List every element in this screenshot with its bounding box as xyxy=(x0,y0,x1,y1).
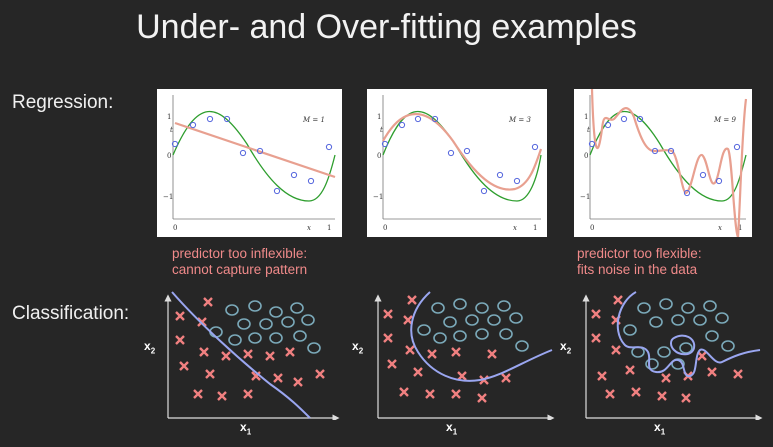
overfit-line-1: predictor too flexible: xyxy=(577,246,702,261)
linear-decision-boundary xyxy=(171,291,311,419)
x-tick-1: 1 xyxy=(738,224,742,232)
classification-label: Classification: xyxy=(12,303,130,324)
y-axis-label: t xyxy=(170,126,173,134)
class-o-points xyxy=(623,298,735,370)
model-order-label: M = 9 xyxy=(713,116,736,124)
x2-axis-label-3: x2 xyxy=(560,339,572,356)
regression-plot-svg-3: 1 0 −1 t 0 1 x M = 9 xyxy=(580,89,748,237)
smooth-decision-boundary xyxy=(410,291,553,382)
regression-plot-goodfit: 1 0 −1 t 0 1 x M = 3 xyxy=(367,89,547,237)
degree9-fit-curve xyxy=(590,89,748,237)
x2-axis-label-1: x2 xyxy=(144,339,156,356)
classification-plot-goodfit xyxy=(370,290,555,422)
overfit-line-2: fits noise in the data xyxy=(577,262,698,277)
x-axis-label: x xyxy=(307,224,311,232)
true-function-curve xyxy=(382,110,542,202)
regression-label: Regression: xyxy=(12,92,114,113)
cubic-fit-curve xyxy=(382,113,543,191)
regression-plot-svg-1: 1 0 −1 t 0 1 x M = 1 xyxy=(163,95,336,232)
y-tick-neg1: −1 xyxy=(580,193,590,201)
model-order-label: M = 1 xyxy=(302,116,325,124)
classification-svg-1 xyxy=(164,291,340,422)
class-o-points xyxy=(209,300,321,354)
regression-plot-overfit: 1 0 −1 t 0 1 x M = 9 xyxy=(574,89,752,237)
x-tick-0: 0 xyxy=(173,224,177,232)
x-axis-label: x xyxy=(718,224,722,232)
classification-plot-underfit xyxy=(160,290,340,422)
regression-plot-underfit: 1 0 −1 t 0 1 x M = 1 xyxy=(157,89,342,237)
true-function-curve xyxy=(172,110,336,202)
x-axis-label: x xyxy=(513,224,517,232)
underfit-line-2: cannot capture pattern xyxy=(172,262,308,277)
y-tick-1: 1 xyxy=(377,113,381,121)
x1-axis-label-2: x1 xyxy=(446,420,458,437)
x-tick-0: 0 xyxy=(383,224,387,232)
y-tick-0: 0 xyxy=(584,152,588,160)
x1-axis-label-3: x1 xyxy=(654,420,666,437)
classification-plot-overfit xyxy=(578,290,763,422)
y-tick-0: 0 xyxy=(377,152,381,160)
class-x-points xyxy=(383,295,511,403)
y-tick-1: 1 xyxy=(584,113,588,121)
class-x-points xyxy=(591,295,743,403)
overfit-annotation: predictor too flexible: fits noise in th… xyxy=(577,246,702,278)
y-tick-1: 1 xyxy=(167,113,171,121)
slide-title: Under- and Over-fitting examples xyxy=(136,8,637,46)
regression-plot-svg-2: 1 0 −1 t 0 1 x M = 3 xyxy=(373,95,543,232)
y-axis-label: t xyxy=(380,126,383,134)
jagged-decision-boundary xyxy=(616,291,761,378)
x-tick-1: 1 xyxy=(327,224,331,232)
x2-axis-label-2: x2 xyxy=(352,339,364,356)
x-tick-1: 1 xyxy=(533,224,537,232)
class-o-points xyxy=(417,298,529,352)
class-x-points xyxy=(175,297,325,401)
y-tick-0: 0 xyxy=(167,152,171,160)
training-points xyxy=(588,115,741,197)
training-points xyxy=(381,115,539,195)
y-tick-neg1: −1 xyxy=(373,193,383,201)
model-order-label: M = 3 xyxy=(508,116,531,124)
training-points xyxy=(171,115,333,195)
underfit-line-1: predictor too inflexible: xyxy=(172,246,308,261)
classification-svg-3 xyxy=(582,291,763,422)
y-tick-neg1: −1 xyxy=(163,193,173,201)
y-axis-label: t xyxy=(587,126,590,134)
linear-fit-line xyxy=(174,121,336,179)
x-tick-0: 0 xyxy=(590,224,594,232)
classification-svg-2 xyxy=(374,291,555,422)
underfit-annotation: predictor too inflexible: cannot capture… xyxy=(172,246,307,278)
x1-axis-label-1: x1 xyxy=(240,420,252,437)
decision-island xyxy=(670,334,696,356)
